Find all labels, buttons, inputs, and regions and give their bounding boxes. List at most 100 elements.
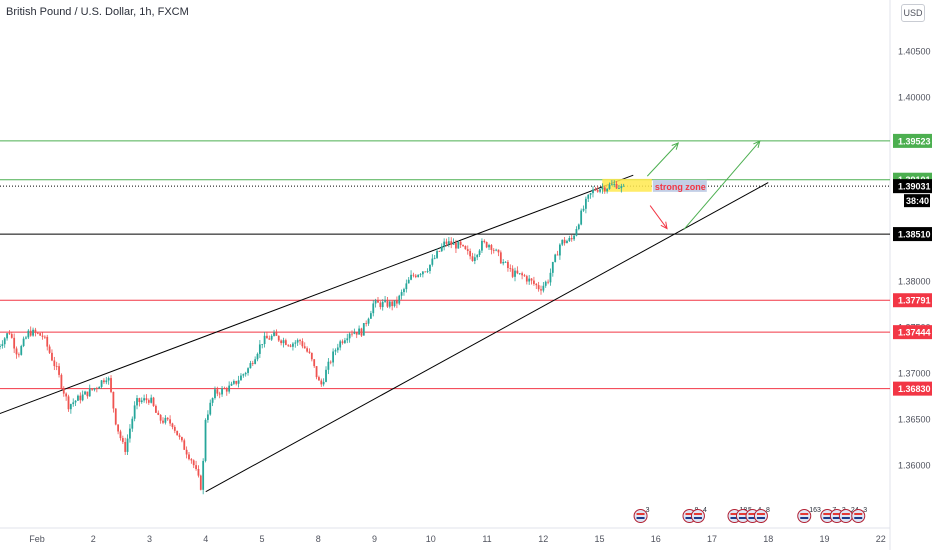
candle-body <box>51 352 53 361</box>
event-flag-stripe <box>832 517 841 519</box>
candle-body <box>497 249 500 253</box>
candle-body <box>157 412 160 415</box>
level-price-label: 1.38510 <box>898 230 931 240</box>
x-tick-label: 5 <box>259 534 264 544</box>
arrow-head <box>660 221 668 230</box>
candle-body <box>247 368 249 373</box>
candle-body <box>65 393 68 397</box>
candle-body <box>287 344 290 346</box>
candle-body <box>587 194 590 199</box>
candle-body <box>268 338 271 340</box>
candle-body <box>176 430 179 436</box>
projection-arrow[interactable] <box>646 142 679 177</box>
candle-body <box>514 270 516 277</box>
candle-body <box>275 332 278 336</box>
event-flag-stripe <box>730 517 739 519</box>
x-tick-label: 9 <box>372 534 377 544</box>
candle-body <box>171 423 174 428</box>
economic-event-icon[interactable] <box>690 509 705 523</box>
candle-body <box>41 335 44 337</box>
candle-body <box>195 465 197 470</box>
event-flag-stripe <box>730 513 739 515</box>
candle-body <box>100 380 103 387</box>
candle-body <box>185 449 188 455</box>
candle-body <box>447 241 450 244</box>
event-count: 3 <box>646 507 650 514</box>
candle-body <box>202 460 205 490</box>
event-flag-stripe <box>636 513 645 515</box>
candle-body <box>400 292 403 296</box>
x-tick-label: 18 <box>763 534 773 544</box>
candle-body <box>570 237 573 240</box>
candle-body <box>15 348 18 355</box>
candle-body <box>601 187 604 190</box>
x-tick-label: 3 <box>147 534 152 544</box>
candle-body <box>523 275 526 277</box>
candle-body <box>372 303 375 314</box>
candle-body <box>306 348 309 352</box>
strong-zone-box[interactable] <box>602 178 652 192</box>
candle-body <box>580 210 583 225</box>
y-tick-label: 1.40500 <box>898 47 931 57</box>
candle-body <box>452 242 455 245</box>
candle-body <box>93 388 96 390</box>
candle-body <box>414 275 417 277</box>
level-price-label: 1.37444 <box>898 328 931 338</box>
event-flag-stripe <box>685 517 694 519</box>
candle-body <box>561 239 564 245</box>
candle-body <box>27 330 30 338</box>
candle-body <box>365 323 368 324</box>
candle-body <box>292 343 294 347</box>
candle-body <box>121 438 124 442</box>
candle-body <box>310 352 313 360</box>
candle-body <box>478 250 481 255</box>
candle-body <box>296 340 299 343</box>
candle-body <box>22 338 25 347</box>
level-price-label: 1.37791 <box>898 296 931 306</box>
candle-body <box>240 375 242 381</box>
event-flag-stripe <box>841 517 850 519</box>
x-tick-label: 10 <box>426 534 436 544</box>
currency-button[interactable]: USD <box>901 4 925 22</box>
candle-body <box>438 251 441 252</box>
trendline[interactable] <box>0 174 634 415</box>
candle-body <box>436 251 438 258</box>
economic-event-icon[interactable] <box>633 509 648 523</box>
candle-body <box>325 369 327 382</box>
candle-body <box>362 323 365 336</box>
economic-event-icon[interactable] <box>797 509 812 523</box>
candle-body <box>301 341 304 347</box>
candle-body <box>159 414 162 421</box>
candle-body <box>48 346 51 353</box>
event-flag-stripe <box>685 513 694 515</box>
candle-body <box>502 262 505 264</box>
candle-body <box>367 318 370 324</box>
candle-body <box>299 340 301 342</box>
projection-arrow[interactable] <box>683 140 761 230</box>
projection-arrow[interactable] <box>649 205 668 229</box>
candle-body <box>582 208 585 211</box>
economic-event-icon[interactable] <box>753 509 768 523</box>
candle-body <box>138 398 141 403</box>
economic-event-icon[interactable] <box>851 509 866 523</box>
candle-body <box>499 252 502 264</box>
candle-body <box>606 188 609 192</box>
candle-body <box>521 273 523 276</box>
candle-body <box>277 335 280 341</box>
event-flag-stripe <box>854 517 863 519</box>
level-price-tag <box>893 325 932 340</box>
candle-body <box>615 183 618 189</box>
trendline[interactable] <box>205 182 769 493</box>
candle-body <box>29 330 32 336</box>
candle-body <box>336 347 339 351</box>
candle-body <box>107 378 110 381</box>
arrow-head <box>671 142 680 150</box>
candle-body <box>3 338 6 345</box>
candle-body <box>244 372 247 375</box>
candle-body <box>150 397 153 403</box>
candle-body <box>613 183 616 185</box>
event-flag-stripe <box>748 517 757 519</box>
candle-body <box>190 459 193 461</box>
